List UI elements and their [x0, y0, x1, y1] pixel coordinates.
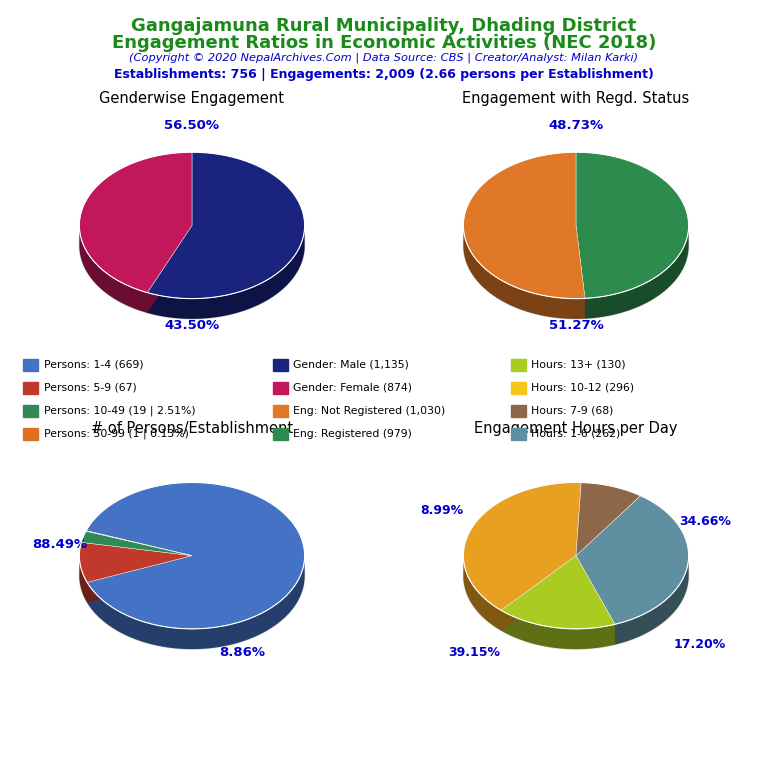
Polygon shape: [585, 227, 689, 319]
Text: Gender: Female (874): Gender: Female (874): [293, 382, 412, 393]
Text: Gangajamuna Rural Municipality, Dhading District: Gangajamuna Rural Municipality, Dhading …: [131, 17, 637, 35]
Polygon shape: [463, 227, 585, 319]
Polygon shape: [463, 503, 689, 649]
Text: 17.20%: 17.20%: [674, 638, 726, 650]
Text: Hours: 10-12 (296): Hours: 10-12 (296): [531, 382, 634, 393]
Polygon shape: [79, 503, 305, 649]
Polygon shape: [79, 152, 192, 293]
Title: Engagement with Regd. Status: Engagement with Regd. Status: [462, 91, 690, 106]
Text: Gender: Male (1,135): Gender: Male (1,135): [293, 359, 409, 370]
Polygon shape: [147, 226, 192, 313]
Text: Eng: Registered (979): Eng: Registered (979): [293, 429, 412, 439]
Polygon shape: [576, 482, 641, 556]
Polygon shape: [576, 495, 689, 624]
Text: 8.99%: 8.99%: [421, 504, 464, 517]
Text: Persons: 1-4 (669): Persons: 1-4 (669): [44, 359, 144, 370]
Text: 39.15%: 39.15%: [449, 646, 501, 659]
Text: 48.73%: 48.73%: [548, 119, 604, 132]
Polygon shape: [615, 556, 689, 644]
Polygon shape: [87, 556, 192, 603]
Text: Persons: 50-99 (1 | 0.13%): Persons: 50-99 (1 | 0.13%): [44, 429, 189, 439]
Polygon shape: [79, 556, 87, 603]
Title: # of Persons/Establishment: # of Persons/Establishment: [91, 421, 293, 436]
Polygon shape: [463, 152, 585, 299]
Polygon shape: [86, 482, 305, 629]
Polygon shape: [463, 557, 501, 631]
Text: Hours: 13+ (130): Hours: 13+ (130): [531, 359, 626, 370]
Polygon shape: [147, 226, 305, 319]
Text: Hours: 7-9 (68): Hours: 7-9 (68): [531, 406, 614, 416]
Text: (Copyright © 2020 NepalArchives.Com | Data Source: CBS | Creator/Analyst: Milan : (Copyright © 2020 NepalArchives.Com | Da…: [130, 52, 638, 63]
Polygon shape: [79, 542, 192, 582]
Polygon shape: [87, 556, 192, 603]
Polygon shape: [463, 482, 581, 611]
Text: Persons: 5-9 (67): Persons: 5-9 (67): [44, 382, 137, 393]
Polygon shape: [501, 556, 576, 631]
Text: Establishments: 756 | Engagements: 2,009 (2.66 persons per Establishment): Establishments: 756 | Engagements: 2,009…: [114, 68, 654, 81]
Text: Persons: 10-49 (19 | 2.51%): Persons: 10-49 (19 | 2.51%): [44, 406, 195, 416]
Polygon shape: [147, 152, 305, 299]
Polygon shape: [79, 173, 305, 319]
Polygon shape: [576, 556, 615, 644]
Text: 34.66%: 34.66%: [680, 515, 731, 528]
Polygon shape: [576, 226, 585, 319]
Text: 56.50%: 56.50%: [164, 119, 220, 132]
Text: Hours: 1-6 (262): Hours: 1-6 (262): [531, 429, 621, 439]
Polygon shape: [87, 557, 305, 649]
Polygon shape: [147, 226, 192, 313]
Title: Engagement Hours per Day: Engagement Hours per Day: [475, 421, 677, 436]
Polygon shape: [463, 173, 689, 319]
Polygon shape: [576, 556, 615, 644]
Text: 8.86%: 8.86%: [220, 646, 266, 659]
Text: Engagement Ratios in Economic Activities (NEC 2018): Engagement Ratios in Economic Activities…: [112, 34, 656, 51]
Text: 51.27%: 51.27%: [548, 319, 604, 332]
Text: 43.50%: 43.50%: [164, 319, 220, 332]
Text: Eng: Not Registered (1,030): Eng: Not Registered (1,030): [293, 406, 445, 416]
Text: 88.49%: 88.49%: [32, 538, 88, 551]
Polygon shape: [79, 227, 147, 313]
Polygon shape: [81, 531, 192, 556]
Polygon shape: [501, 556, 576, 631]
Polygon shape: [501, 611, 615, 649]
Title: Genderwise Engagement: Genderwise Engagement: [100, 91, 284, 106]
Polygon shape: [501, 556, 615, 629]
Polygon shape: [86, 531, 192, 556]
Polygon shape: [576, 226, 585, 319]
Polygon shape: [576, 152, 689, 299]
